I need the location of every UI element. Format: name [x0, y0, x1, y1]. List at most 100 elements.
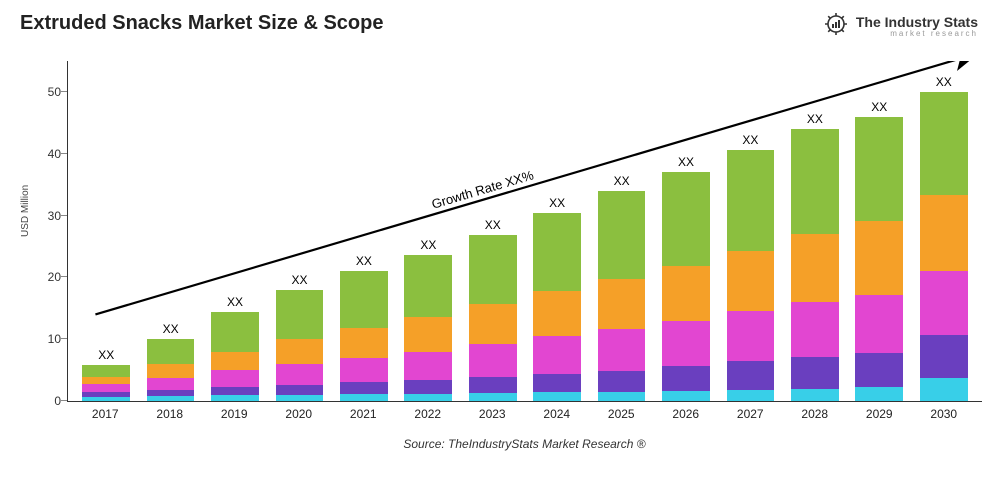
bar-segment	[276, 385, 324, 395]
stacked-bar	[469, 235, 517, 401]
bar-segment	[791, 357, 839, 389]
bar-value-label: XX	[356, 254, 372, 268]
y-axis-label: USD Million	[18, 41, 33, 381]
bar-segment	[404, 317, 452, 352]
bar-segment	[598, 329, 646, 371]
stacked-bar	[533, 213, 581, 401]
bar-segment	[855, 221, 903, 295]
bar-segment	[404, 352, 452, 380]
stacked-bar	[662, 172, 710, 401]
bar-segment	[533, 392, 581, 401]
bar-slot: XX	[525, 61, 589, 401]
stacked-bar	[147, 339, 195, 401]
bar-slot: XX	[267, 61, 331, 401]
bar-slot: XX	[461, 61, 525, 401]
bar-segment	[662, 172, 710, 266]
logo-main-text: The Industry Stats	[856, 15, 978, 30]
bar-slot: XX	[911, 61, 975, 401]
bar-slot: XX	[203, 61, 267, 401]
bars-group: XXXXXXXXXXXXXXXXXXXXXXXXXXXX	[68, 61, 982, 401]
bar-segment	[82, 365, 130, 377]
bar-segment	[662, 391, 710, 401]
bar-segment	[920, 271, 968, 335]
bar-slot: XX	[396, 61, 460, 401]
bar-value-label: XX	[614, 174, 630, 188]
bar-slot: XX	[332, 61, 396, 401]
x-tick-label: 2017	[73, 402, 138, 421]
bar-segment	[147, 339, 195, 364]
bar-segment	[791, 302, 839, 356]
bar-slot: XX	[74, 61, 138, 401]
bar-value-label: XX	[227, 295, 243, 309]
x-tick-label: 2019	[202, 402, 267, 421]
bar-segment	[211, 312, 259, 352]
bar-segment	[598, 279, 646, 328]
y-tick-label: 10	[48, 332, 61, 346]
bar-segment	[469, 304, 517, 344]
bar-segment	[727, 390, 775, 401]
bar-segment	[469, 344, 517, 377]
x-tick-label: 2026	[654, 402, 719, 421]
bar-segment	[82, 377, 130, 384]
bar-segment	[211, 395, 259, 401]
y-axis: 01020304050	[33, 61, 67, 401]
bar-segment	[855, 295, 903, 353]
bar-segment	[855, 387, 903, 401]
bar-segment	[727, 311, 775, 362]
bar-segment	[211, 352, 259, 371]
bar-value-label: XX	[98, 348, 114, 362]
stacked-bar	[211, 312, 259, 401]
bar-segment	[598, 371, 646, 392]
bar-segment	[920, 195, 968, 272]
bar-value-label: XX	[936, 75, 952, 89]
bar-slot: XX	[654, 61, 718, 401]
bar-segment	[276, 339, 324, 364]
bar-segment	[920, 378, 968, 401]
bar-segment	[404, 380, 452, 394]
bar-value-label: XX	[742, 133, 758, 147]
x-tick-label: 2020	[267, 402, 332, 421]
logo-sub-text: market research	[856, 30, 978, 38]
bar-segment	[791, 389, 839, 401]
bar-segment	[469, 377, 517, 393]
bar-segment	[533, 374, 581, 393]
bar-segment	[276, 290, 324, 339]
bar-segment	[855, 117, 903, 221]
y-tick-label: 40	[48, 147, 61, 161]
stacked-bar	[340, 271, 388, 401]
bar-value-label: XX	[291, 273, 307, 287]
bar-segment	[791, 234, 839, 302]
stacked-bar	[920, 92, 968, 401]
bar-segment	[147, 364, 195, 378]
x-axis: 2017201820192020202120222023202420252026…	[67, 402, 982, 421]
bar-segment	[598, 191, 646, 279]
x-tick-label: 2023	[460, 402, 525, 421]
source-text: Source: TheIndustryStats Market Research…	[67, 437, 982, 451]
bar-segment	[82, 397, 130, 401]
bar-segment	[920, 335, 968, 377]
bar-segment	[340, 382, 388, 394]
bar-segment	[211, 370, 259, 387]
chart-area: USD Million 01020304050 XXXXXXXXXXXXXXXX…	[18, 41, 982, 451]
y-tick-label: 50	[48, 85, 61, 99]
bar-slot: XX	[847, 61, 911, 401]
bar-segment	[340, 328, 388, 358]
bar-segment	[662, 321, 710, 367]
bar-segment	[276, 395, 324, 401]
bar-segment	[469, 235, 517, 304]
bar-segment	[147, 396, 195, 401]
bar-segment	[533, 213, 581, 291]
x-tick-label: 2028	[783, 402, 848, 421]
x-tick-label: 2025	[589, 402, 654, 421]
plot-area: XXXXXXXXXXXXXXXXXXXXXXXXXXXX Growth Rate…	[67, 61, 982, 402]
bar-slot: XX	[783, 61, 847, 401]
bar-segment	[147, 378, 195, 390]
bar-segment	[469, 393, 517, 401]
bar-value-label: XX	[549, 196, 565, 210]
bar-segment	[855, 353, 903, 388]
x-tick-label: 2024	[525, 402, 590, 421]
bar-segment	[276, 364, 324, 385]
chart-container: Extruded Snacks Market Size & Scope The …	[0, 0, 1000, 500]
bar-segment	[404, 394, 452, 401]
y-tick-label: 0	[54, 394, 61, 408]
